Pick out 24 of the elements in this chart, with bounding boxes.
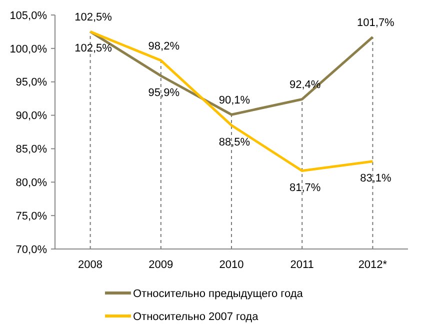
data-label: 102,5% <box>74 42 112 55</box>
data-label: 88,5% <box>218 136 250 148</box>
legend-label: Относительно предыдущего года <box>133 288 304 300</box>
data-label: 95,9% <box>148 86 180 99</box>
y-tick-label: 95,0% <box>16 76 48 89</box>
y-tick-label: 90,0% <box>16 110 48 122</box>
y-tick-label: 100,0% <box>10 43 48 56</box>
x-tick-label: 2008 <box>78 259 103 271</box>
data-label: 90,1% <box>218 94 250 107</box>
legend-label: Относительно 2007 года <box>133 310 260 323</box>
data-label: 98,2% <box>148 40 180 52</box>
y-tick-label: 105,0% <box>10 10 48 22</box>
x-tick-label: 2012* <box>358 259 388 271</box>
y-tick-label: 75,0% <box>16 210 48 222</box>
data-label: 83,1% <box>360 172 392 184</box>
data-label: 102,5% <box>74 12 112 24</box>
x-tick-label: 2010 <box>219 259 244 271</box>
data-label: 101,7% <box>357 17 395 30</box>
y-tick-label: 85,0% <box>16 144 48 156</box>
x-tick-label: 2009 <box>148 259 174 271</box>
y-tick-label: 80,0% <box>16 176 48 189</box>
y-tick-label: 70,0% <box>16 244 48 256</box>
data-label: 81,7% <box>290 182 321 194</box>
x-tick-label: 2011 <box>290 259 314 271</box>
